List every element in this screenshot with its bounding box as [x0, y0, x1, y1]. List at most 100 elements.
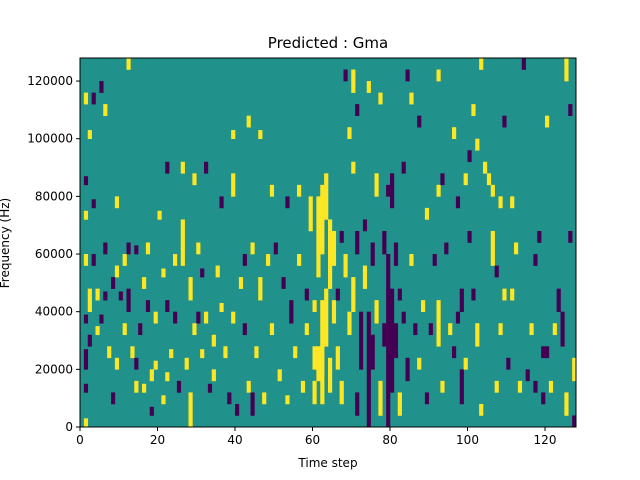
heatmap-cell	[312, 346, 317, 370]
heatmap-cell	[153, 360, 158, 370]
heatmap-cell	[258, 277, 263, 301]
heatmap-cell	[149, 406, 154, 416]
heatmap-cell	[351, 69, 356, 93]
heatmap-cell	[269, 184, 275, 197]
heatmap-cell	[246, 380, 251, 393]
heatmap-cell	[502, 115, 507, 128]
heatmap-cell	[91, 199, 96, 209]
heatmap-cell	[145, 300, 151, 312]
heatmap-cell	[196, 311, 201, 324]
heatmap-cell	[467, 230, 472, 243]
y-tick-label: 100000	[27, 132, 73, 146]
heatmap-cell	[312, 300, 317, 312]
heatmap-cell	[463, 357, 468, 370]
heatmap-cell	[246, 115, 251, 128]
heatmap-cell	[541, 392, 546, 405]
heatmap-cell	[207, 383, 213, 393]
heatmap-cell	[277, 369, 282, 382]
heatmap-cell	[114, 265, 120, 278]
heatmap-cell	[331, 230, 337, 266]
heatmap-cell	[157, 210, 162, 220]
heatmap-cell	[529, 323, 534, 336]
heatmap-cell	[250, 392, 255, 416]
heatmap-cell	[200, 268, 205, 278]
heatmap-cell	[401, 311, 406, 324]
heatmap-cell	[324, 173, 329, 220]
heatmap-cell	[161, 268, 166, 278]
heatmap-cell	[355, 104, 360, 116]
heatmap-cell	[374, 300, 379, 324]
heatmap-cell	[111, 277, 116, 289]
heatmap-cell	[262, 392, 267, 405]
heatmap-cell	[339, 230, 344, 243]
heatmap-cell	[517, 380, 523, 393]
heatmap-cell	[405, 357, 410, 382]
heatmap-cell	[103, 291, 108, 301]
heatmap-cell	[459, 369, 464, 405]
heatmap-cell	[83, 92, 89, 105]
heatmap-cell	[184, 357, 189, 370]
heatmap-cell	[362, 265, 368, 289]
x-tick-label: 20	[150, 433, 165, 447]
heatmap-cell	[211, 334, 216, 347]
heatmap-cell	[180, 219, 185, 266]
heatmap-cell	[95, 288, 100, 301]
heatmap-cell	[409, 254, 414, 266]
heatmap-cell	[142, 277, 147, 289]
heatmap-cell	[188, 277, 193, 301]
heatmap-cell	[293, 346, 298, 359]
heatmap-cell	[455, 311, 461, 324]
heatmap-cell	[142, 383, 147, 393]
heatmap-cell	[266, 254, 271, 266]
heatmap-cell	[572, 415, 577, 428]
x-tick-label: 60	[305, 433, 320, 447]
heatmap-cell	[382, 323, 387, 347]
heatmap-cell	[83, 418, 89, 428]
heatmap-cell	[134, 380, 139, 393]
heatmap-cell	[99, 314, 104, 324]
x-tick-label: 0	[76, 433, 84, 447]
heatmap-cell	[304, 288, 309, 301]
heatmap-cell	[556, 288, 561, 312]
heatmap-cell	[328, 219, 333, 289]
heatmap-cell	[444, 242, 449, 255]
x-tick-label: 100	[456, 433, 479, 447]
heatmap-cell	[541, 346, 546, 359]
heatmap-cell	[479, 58, 484, 70]
heatmap-cell	[409, 92, 414, 105]
heatmap-cell	[498, 323, 503, 336]
heatmap-cell	[204, 311, 209, 324]
heatmap-cell	[289, 300, 294, 324]
heatmap-cell	[378, 380, 383, 416]
heatmap-cell	[405, 69, 410, 82]
y-tick-label: 60000	[35, 247, 73, 261]
heatmap-cell	[397, 392, 402, 416]
heatmap-cell	[440, 173, 445, 186]
heatmap-cell	[111, 392, 116, 405]
y-tick-label: 120000	[27, 74, 73, 88]
heatmap-cell	[91, 92, 96, 105]
heatmap-cell	[564, 392, 569, 416]
heatmap-cell	[238, 277, 244, 289]
heatmap-cell	[83, 254, 89, 266]
heatmap-cell	[572, 357, 577, 382]
heatmap-cell	[219, 303, 224, 312]
heatmap-cell	[343, 254, 348, 278]
heatmap-cell	[269, 323, 275, 336]
heatmap-cell	[459, 288, 464, 312]
heatmap-cell	[490, 230, 495, 266]
heatmap-cell	[130, 346, 135, 359]
heatmap-cell	[258, 130, 263, 140]
heatmap-cell	[324, 288, 329, 347]
heatmap-cell	[200, 349, 205, 359]
heatmap-cell	[417, 357, 422, 370]
heatmap-cell	[339, 380, 344, 405]
heatmap-cell	[149, 369, 154, 382]
heatmap-cell	[126, 288, 131, 312]
heatmap-cell	[510, 196, 515, 209]
heatmap-cell	[463, 173, 468, 186]
heatmap-cell	[386, 254, 391, 428]
heatmap-cell	[347, 127, 352, 140]
heatmap-cell	[440, 380, 445, 393]
